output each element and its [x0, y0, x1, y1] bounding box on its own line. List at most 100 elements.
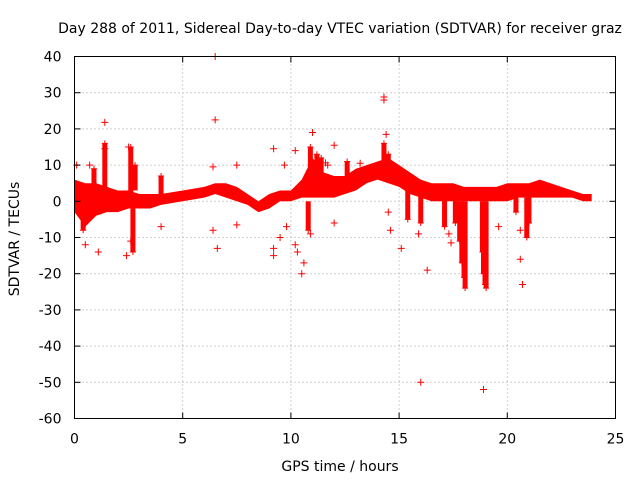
- data-point: [309, 129, 317, 137]
- x-tick-label: 5: [178, 432, 187, 448]
- data-spike: [128, 147, 134, 195]
- data-point: [380, 93, 388, 101]
- x-tick-label: 15: [390, 432, 408, 448]
- data-point: [495, 223, 503, 231]
- data-point: [291, 147, 299, 155]
- y-tick-labels: 40 30 20 10 0 -10 -20 -30 -40 -50 -60: [39, 50, 62, 428]
- y-tick-label: 40: [44, 50, 62, 66]
- data-spike: [307, 147, 313, 191]
- data-point: [306, 230, 314, 238]
- axis-ticks: [74, 56, 616, 419]
- x-axis-title: GPS time / hours: [281, 459, 398, 475]
- data-point: [516, 255, 524, 263]
- data-spike: [452, 197, 458, 224]
- data-point: [125, 143, 133, 151]
- data-spike-tip: [417, 220, 424, 227]
- data-point: [94, 248, 102, 256]
- data-point: [280, 161, 288, 169]
- data-point: [213, 244, 221, 252]
- data-point: [101, 145, 109, 153]
- y-tick-label: 20: [44, 122, 62, 138]
- data-point: [397, 244, 405, 252]
- data-point: [330, 141, 338, 149]
- data-point: [300, 259, 308, 267]
- data-spike: [526, 194, 532, 224]
- data-spike: [405, 190, 411, 220]
- y-tick-label: 30: [44, 86, 62, 102]
- data-point: [233, 221, 241, 229]
- y-tick-label: 0: [53, 194, 62, 210]
- data-spike: [385, 154, 391, 180]
- data-spike-tip: [462, 285, 469, 292]
- y-tick-label: 10: [44, 158, 62, 174]
- data-point: [417, 378, 425, 386]
- data-point: [122, 252, 130, 260]
- data-spike: [483, 201, 489, 289]
- x-tick-labels: 0 5 10 15 20 25: [70, 432, 624, 448]
- grid-lines: [74, 56, 616, 419]
- data-point: [330, 219, 338, 227]
- y-tick-label: -20: [39, 267, 62, 283]
- data-spike-tip: [479, 248, 486, 255]
- x-tick-label: 0: [70, 432, 79, 448]
- data-point: [324, 161, 332, 169]
- data-point: [101, 118, 109, 126]
- data-spike-tip: [305, 227, 312, 234]
- data-spike-tip: [80, 227, 87, 234]
- data-spike-tip: [307, 144, 314, 150]
- data-spike: [381, 143, 387, 173]
- data-point: [81, 241, 89, 249]
- data-point: [298, 270, 306, 278]
- data-spike-tip: [380, 140, 387, 147]
- data-point: [270, 252, 278, 260]
- data-point: [270, 145, 278, 153]
- data-spike: [513, 197, 519, 213]
- data-spike: [80, 208, 86, 231]
- data-spike: [442, 197, 448, 227]
- data-spike: [344, 161, 350, 187]
- data-spike-tip: [385, 151, 392, 158]
- data-spike: [479, 201, 485, 252]
- data-point: [157, 223, 165, 231]
- y-tick-label: -10: [39, 231, 62, 247]
- data-point: [382, 130, 390, 138]
- data-point: [356, 159, 364, 167]
- data-spike: [314, 154, 320, 191]
- y-tick-label: -30: [39, 303, 62, 319]
- x-tick-label: 25: [607, 432, 625, 448]
- data-point: [445, 230, 453, 238]
- data-point: [270, 244, 278, 252]
- data-point: [479, 386, 487, 394]
- data-spike: [305, 201, 311, 231]
- data-spike-tip: [158, 172, 165, 179]
- y-tick-label: -50: [39, 375, 62, 391]
- y-tick-label: -60: [39, 412, 62, 428]
- data-spike-tip: [344, 158, 351, 165]
- data-spike: [418, 194, 424, 224]
- data-point: [415, 230, 423, 238]
- data-point: [127, 237, 135, 245]
- data-spike-tip: [313, 151, 320, 158]
- data-point: [384, 208, 392, 216]
- data-point: [516, 226, 524, 234]
- data-spike: [462, 201, 468, 289]
- data-point: [211, 116, 219, 124]
- data-point: [518, 281, 526, 289]
- data-spike: [91, 168, 97, 191]
- data-band: [74, 157, 592, 227]
- data-point: [86, 161, 94, 169]
- y-axis-title: SDTVAR / TECUs: [7, 182, 23, 297]
- x-tick-label: 20: [498, 432, 516, 448]
- data-point: [293, 248, 301, 256]
- data-spike-tip: [318, 154, 325, 161]
- data-spike: [318, 157, 324, 191]
- data-spike-tip: [90, 165, 97, 172]
- y-tick-label: -40: [39, 339, 62, 355]
- data-spike-tip: [483, 285, 490, 292]
- data-point: [386, 226, 394, 234]
- data-spike: [158, 175, 164, 195]
- data-spike-tip: [512, 209, 519, 216]
- data-spike-tip: [404, 216, 411, 223]
- data-spike-tip: [523, 234, 530, 241]
